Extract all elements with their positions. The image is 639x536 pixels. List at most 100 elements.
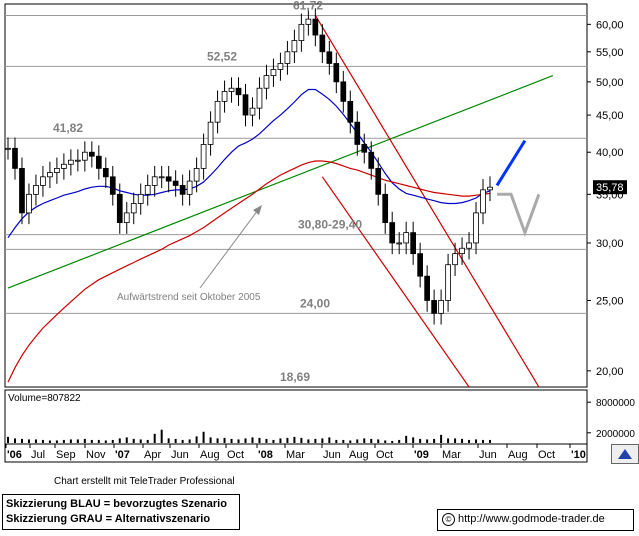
time-axis-labels: '06 Jul Sep Nov '07 Apr Jun Aug Oct '08 Mar Jun Aug O…	[5, 444, 586, 461]
price-bar	[19, 168, 25, 214]
trendline-1	[314, 15, 540, 388]
price-bar	[361, 144, 368, 153]
price-bar	[438, 300, 444, 314]
price-bar	[445, 264, 451, 301]
volume-bar	[125, 437, 128, 443]
price-bar	[172, 180, 179, 186]
volume-bar	[223, 437, 226, 443]
price-bar	[88, 151, 95, 157]
legend-gray: Skizzierung GRAU = Alternativszenario	[6, 513, 211, 525]
volume-bar	[167, 438, 170, 443]
price-bar	[95, 155, 102, 169]
volume-bar	[97, 439, 100, 443]
price-bar	[340, 81, 347, 102]
price-bar	[165, 176, 172, 182]
volume-bar	[188, 439, 191, 443]
price-bar	[375, 168, 382, 195]
price-bar	[207, 121, 214, 145]
level-label: 24,00	[300, 296, 330, 310]
price-bar	[431, 300, 437, 314]
time-tick-label: Aug	[508, 449, 528, 461]
time-tick-label: Apr	[144, 449, 161, 461]
price-bar	[347, 100, 354, 123]
time-tick-label: '06	[7, 449, 22, 461]
time-tick-label: Oct	[227, 449, 244, 461]
price-bar	[326, 51, 333, 64]
level-label: 18,69	[280, 370, 310, 384]
price-bar	[123, 212, 130, 223]
time-tick-label: '10	[571, 449, 586, 461]
volume-axis: Volume=807822 8000000 2000000	[8, 393, 635, 440]
time-tick-label: Mar	[286, 449, 305, 461]
volume-bar	[104, 440, 107, 443]
volume-bar	[258, 437, 261, 443]
level-label: 61,72	[293, 0, 323, 12]
price-bar	[459, 247, 465, 255]
trendline-2	[321, 176, 470, 388]
source-url[interactable]: http://www.godmode-trader.de	[458, 513, 605, 525]
volume-bar	[440, 434, 443, 443]
volume-bar	[146, 439, 149, 443]
volume-bar	[475, 439, 478, 443]
volume-bar	[83, 438, 86, 443]
time-tick-label: Sep	[56, 449, 76, 461]
time-tick-label: '08	[258, 449, 273, 461]
trendlines	[7, 15, 554, 388]
volume-bar	[447, 438, 450, 443]
price-bar	[263, 75, 270, 89]
volume-bar	[34, 439, 37, 443]
price-bar	[81, 151, 88, 161]
last-price-box	[593, 180, 627, 195]
price-bar	[54, 168, 60, 173]
price-bar	[109, 176, 116, 195]
time-tick-label: Mar	[442, 449, 461, 461]
price-bar	[26, 193, 32, 214]
volume-bar	[251, 437, 254, 443]
volume-bar	[384, 440, 387, 443]
source-url-box[interactable]: © http://www.godmode-trader.de	[437, 509, 634, 531]
scenario-blue	[495, 139, 527, 187]
price-bar	[382, 193, 389, 223]
price-bar	[305, 18, 312, 25]
volume-bar	[90, 439, 93, 443]
volume-bar	[356, 439, 359, 443]
time-tick-label: Aug	[349, 449, 369, 461]
volume-bar	[265, 438, 268, 443]
chart-nav-icon[interactable]	[611, 444, 639, 464]
volume-bar	[482, 439, 485, 443]
price-bar	[221, 91, 228, 102]
time-tick-label: Aug	[200, 449, 220, 461]
volume-bar	[174, 438, 177, 443]
price-bar	[396, 242, 403, 245]
price-bar	[12, 147, 18, 169]
price-bar	[47, 172, 53, 178]
volume-bar	[377, 439, 380, 443]
price-bar	[33, 185, 39, 195]
horizontal-levels	[5, 14, 587, 314]
volume-bar	[433, 438, 436, 443]
price-bar	[312, 18, 319, 36]
volume-bar	[489, 439, 491, 443]
price-bar	[151, 176, 158, 186]
scenario-gray	[497, 192, 541, 237]
volume-bar	[307, 439, 310, 443]
volume-tick-label: 2000000	[596, 429, 635, 440]
price-bar	[354, 121, 361, 145]
legend-blue: Skizzierung BLAU = bevorzugtes Szenario	[6, 498, 227, 510]
sma-red-line	[7, 160, 491, 383]
volume-bar	[321, 438, 324, 443]
price-tick-label: 40,00	[596, 147, 624, 159]
time-tick-label: Oct	[538, 449, 555, 461]
price-bar	[270, 69, 277, 77]
volume-bar	[237, 439, 240, 443]
price-bar	[40, 176, 46, 186]
time-tick-label: Jun	[479, 449, 497, 461]
volume-bar	[314, 438, 317, 443]
time-axis	[4, 443, 588, 463]
price-bar	[68, 159, 74, 165]
price-bar	[466, 242, 472, 249]
volume-label: Volume=807822	[8, 393, 81, 404]
level-label: 41,82	[53, 121, 83, 135]
price-bar	[130, 203, 137, 214]
level-label: 30,80-29,40	[298, 218, 362, 232]
